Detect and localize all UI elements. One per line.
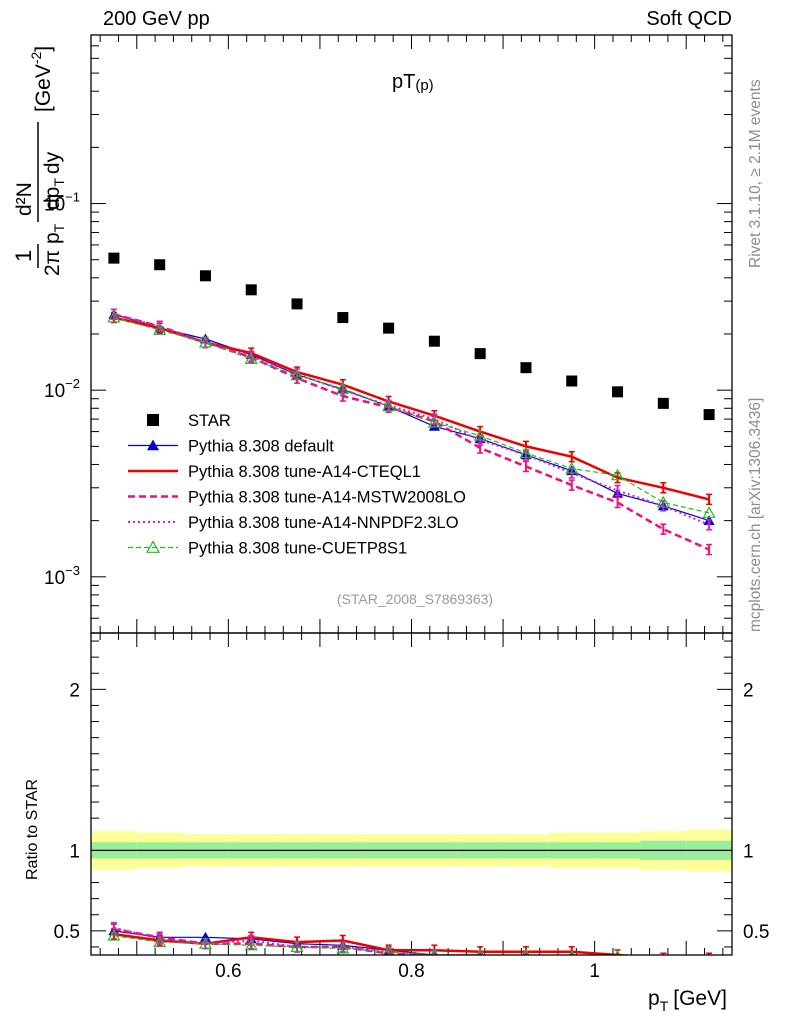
triangle-marker [244, 938, 258, 951]
ylabel-den2: dpTdy [41, 151, 67, 210]
triangle-marker [383, 945, 395, 955]
series-line [113, 313, 710, 522]
x-axis-label: pT [GeV] [648, 987, 727, 1014]
triangle-marker [153, 935, 167, 948]
triangle-marker [198, 936, 212, 949]
header-left: 200 GeV pp [103, 8, 210, 30]
y-tick-label: 10−2 [44, 376, 80, 402]
ratio-y-tick-label-right: 2 [743, 680, 754, 701]
star-data-point [154, 259, 166, 271]
legend: STAR Pythia 8.308 default Pythia 8.308 tun… [128, 412, 466, 558]
star-data-point [199, 270, 211, 282]
ylabel-den-T: T [51, 223, 67, 232]
ylabel-den-text: 2π p [41, 232, 64, 276]
ylabel-unit-exp: -2 [28, 51, 44, 64]
triangle-marker [145, 540, 161, 553]
ylabel-den3-text: dy [41, 151, 64, 174]
legend-label: Pythia 8.308 default [188, 438, 334, 456]
ylabel-den2-text: dp [41, 187, 64, 210]
ylabel-den: 2π pT [41, 223, 67, 276]
ylabel-unit-close: ] [32, 46, 55, 52]
xlabel-p: p [648, 987, 660, 1010]
main-series [107, 252, 716, 556]
triangle-marker [336, 381, 350, 394]
ratio-series-line [113, 935, 544, 955]
legend-label: Pythia 8.308 tune-A14-NNPDF2.3LO [188, 514, 459, 532]
series-line [113, 313, 710, 526]
triangle-marker [656, 495, 670, 508]
star-data-point [474, 348, 486, 360]
triangle-marker [336, 941, 350, 954]
triangle-marker [612, 959, 623, 969]
legend-label: STAR [188, 412, 231, 430]
triangle-marker [704, 962, 715, 972]
triangle-marker [519, 446, 533, 459]
plot-title: pT(p) [392, 71, 434, 94]
star-data-point [703, 409, 715, 421]
triangle-marker [565, 461, 579, 474]
ylabel-unit-open: [GeV [32, 64, 55, 112]
legend-label: Pythia 8.308 tune-A14-MSTW2008LO [188, 489, 466, 507]
legend-label: Pythia 8.308 tune-A14-CTEQL1 [188, 463, 421, 481]
star-data-point [108, 252, 120, 264]
triangle-marker [198, 335, 212, 348]
triangle-marker [473, 429, 487, 441]
y-tick-label: 10−3 [44, 563, 80, 589]
x-tick-label: 0.6 [215, 961, 241, 982]
triangle-marker [704, 958, 715, 968]
legend-marker-star [147, 414, 159, 426]
ratio-y-axis-label: Ratio to STAR [24, 779, 41, 880]
plot-title-sub: (p) [415, 77, 433, 94]
ratio-panel-frame [90, 632, 733, 956]
ratio-y-tick-label-left: 1 [69, 841, 80, 862]
ratio-y-tick-label-left: 0.5 [54, 922, 80, 943]
series-line [113, 317, 710, 514]
star-data-point [566, 375, 578, 387]
triangle-marker [658, 961, 669, 971]
x-tick-label: 1 [589, 961, 600, 982]
ylabel-num: d²N [13, 182, 36, 216]
star-data-point [428, 335, 440, 347]
triangle-marker [153, 323, 167, 336]
triangle-marker [107, 928, 121, 941]
ratio-y-tick-label-right: 0.5 [743, 922, 769, 943]
y-tick-label: 10−1 [44, 190, 80, 216]
star-data-point [383, 322, 395, 334]
ratio-y-tick-label-right: 1 [743, 841, 754, 862]
legend-label: Pythia 8.308 tune-CUETP8S1 [188, 540, 407, 558]
analysis-watermark: (STAR_2008_S7869363) [337, 591, 493, 607]
plot-title-main: pT [392, 71, 415, 93]
header-right: Soft QCD [646, 8, 732, 30]
ratio-y-tick-label-left: 2 [69, 680, 80, 701]
x-tick-label: 0.8 [398, 961, 424, 982]
triangle-marker [382, 399, 396, 412]
triangle-marker [427, 415, 441, 428]
star-data-point [245, 284, 257, 296]
ratio-uncertainty-band [91, 829, 732, 872]
triangle-marker [702, 506, 716, 518]
main-y-axis-label: 1 2π pT d²N dpTdy [GeV-2] [11, 46, 67, 276]
ylabel-unit: [GeV-2] [28, 46, 55, 112]
star-data-point [291, 298, 303, 310]
star-data-point [337, 312, 349, 324]
star-data-point [520, 362, 532, 374]
triangle-marker [244, 352, 258, 364]
triangle-marker [290, 940, 304, 952]
ylabel-den2-T: T [51, 178, 67, 187]
xlabel-T: T [660, 998, 669, 1014]
xlabel-unit: [GeV] [673, 987, 727, 1010]
ylabel-one: 1 [11, 250, 36, 262]
star-data-point [612, 386, 624, 398]
triangle-marker [658, 958, 669, 968]
triangle-marker [147, 439, 159, 451]
triangle-marker [107, 310, 121, 323]
triangle-marker [290, 368, 304, 381]
triangle-marker [611, 468, 625, 481]
star-data-point [657, 397, 669, 409]
